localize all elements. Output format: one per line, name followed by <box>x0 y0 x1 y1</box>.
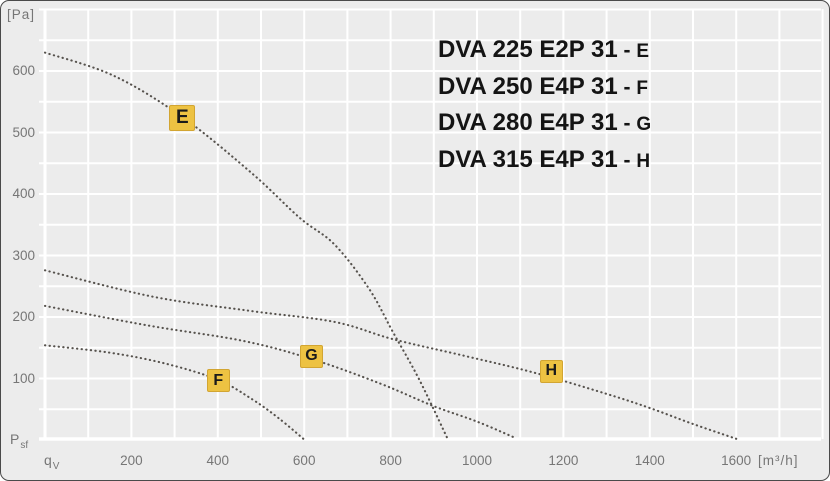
x-tick-label: 600 <box>292 453 316 468</box>
x-axis-unit-label: [m³/h] <box>758 453 799 468</box>
legend-curve-letter: F <box>636 77 648 99</box>
x-tick-label: 1400 <box>634 453 665 468</box>
legend-separator: - <box>617 112 637 136</box>
y-tick-label: 300 <box>12 247 35 263</box>
y-axis-symbol: Psf <box>10 431 28 451</box>
x-symbol-subscript: V <box>52 460 60 472</box>
curve-h <box>43 269 738 440</box>
curve-f <box>43 344 305 440</box>
x-tick-label: 200 <box>120 453 143 468</box>
x-axis-symbol: qV <box>44 452 59 472</box>
y-tick-label: 200 <box>12 309 35 324</box>
curve-e <box>43 51 449 440</box>
legend-model-text: DVA 250 E4P 31 <box>438 72 618 100</box>
legend-curve-letter: H <box>636 151 651 173</box>
x-tick-label: 400 <box>206 453 230 468</box>
curve-badge-f: F <box>206 369 230 393</box>
legend-curve-letter: G <box>636 114 652 136</box>
legend-item-h: DVA 315 E4P 31 - H <box>438 146 651 183</box>
curve-g <box>43 304 517 440</box>
legend-model-text: DVA 315 E4P 31 <box>438 146 618 174</box>
legend-separator: - <box>617 39 637 62</box>
legend-separator: - <box>617 149 637 173</box>
curve-badge-h: H <box>539 359 563 383</box>
x-tick-label: 800 <box>379 453 402 468</box>
curve-badge-e: E <box>169 104 196 131</box>
gridlines <box>39 8 824 439</box>
x-tick-label: 1000 <box>461 453 493 468</box>
y-axis-unit-label: [Pa] <box>7 7 36 22</box>
x-tick-label: 1200 <box>548 453 579 468</box>
y-tick-label: 500 <box>12 124 35 140</box>
legend-item-f: DVA 250 E4P 31 - F <box>438 73 651 110</box>
legend-item-g: DVA 280 E4P 31 - G <box>438 109 651 146</box>
y-tick-label: 400 <box>12 186 35 201</box>
legend: DVA 225 E2P 31 - E DVA 250 E4P 31 - F DVA … <box>438 36 651 183</box>
x-symbol-base: q <box>44 452 53 468</box>
x-tick-label: 1600 <box>721 453 752 468</box>
legend-item-e: DVA 225 E2P 31 - E <box>438 36 651 73</box>
y-tick-label: 600 <box>12 63 35 78</box>
y-symbol-base: P <box>10 431 21 447</box>
legend-model-text: DVA 280 E4P 31 <box>438 109 618 137</box>
legend-model-text: DVA 225 E2P 31 <box>438 36 618 63</box>
legend-separator: - <box>617 75 637 99</box>
axis-lines <box>39 9 821 441</box>
y-symbol-subscript: sf <box>20 439 29 451</box>
y-tick-label: 100 <box>12 370 35 386</box>
legend-curve-letter: E <box>636 41 650 62</box>
curve-badge-g: G <box>300 344 324 368</box>
